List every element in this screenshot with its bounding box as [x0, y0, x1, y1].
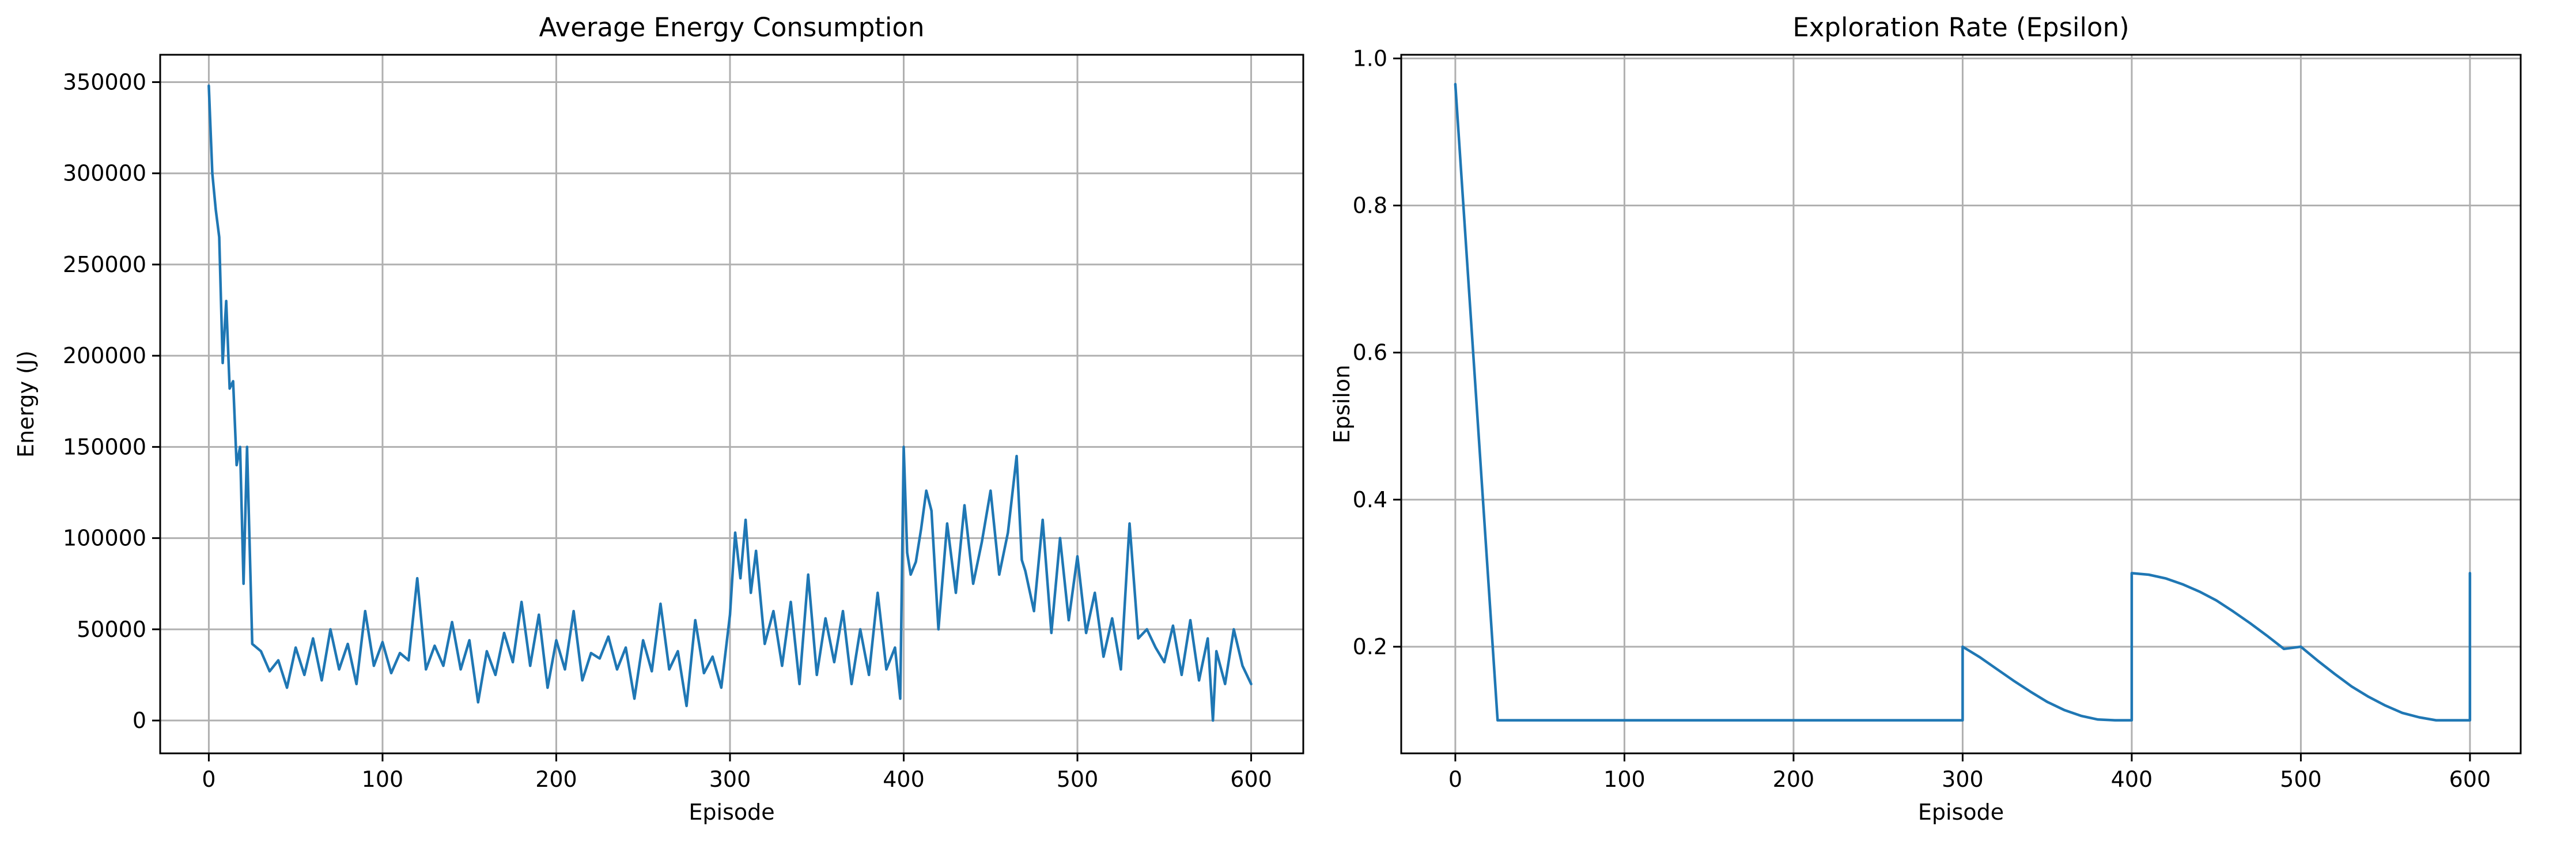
epsilon-y-tick-label: 0.4: [1353, 487, 1387, 512]
energy-axes-frame: [159, 54, 1304, 755]
epsilon-x-axis-label: Episode: [1918, 799, 2004, 825]
energy-series-line: [207, 84, 1253, 722]
energy-y-tick-label: 200000: [63, 343, 146, 368]
energy-x-axis-label: Episode: [689, 799, 774, 825]
epsilon-chart: 0 100 200 300 400 500 600 0.2 0.4 0.6 0.8 1.0 Explor…: [1329, 12, 2522, 825]
energy-y-tick-label: 250000: [63, 252, 146, 277]
epsilon-x-tick-label: 500: [2280, 767, 2322, 792]
energy-y-tick-label: 300000: [63, 161, 146, 186]
epsilon-x-tick-label: 0: [1448, 767, 1462, 792]
epsilon-y-tick-label: 0.8: [1353, 193, 1387, 218]
energy-y-tick-label: 100000: [63, 526, 146, 551]
energy-x-tick-label: 400: [883, 767, 925, 792]
epsilon-y-tick-label: 1.0: [1353, 46, 1387, 71]
energy-y-axis-label: Energy (J): [13, 350, 39, 458]
energy-y-tick-label: 0: [133, 708, 146, 733]
epsilon-x-tick-label: 300: [1942, 767, 1984, 792]
epsilon-y-tick-label: 0.2: [1353, 634, 1387, 659]
epsilon-plot-area: [1401, 55, 2521, 753]
energy-x-tick-label: 500: [1057, 767, 1099, 792]
energy-y-tick-label: 350000: [63, 69, 146, 95]
energy-y-tick-label: 50000: [77, 617, 146, 642]
energy-y-tick-label: 150000: [63, 434, 146, 459]
epsilon-x-tick-label: 200: [1773, 767, 1815, 792]
epsilon-chart-title: Exploration Rate (Epsilon): [1792, 12, 2129, 43]
epsilon-series-line: [1454, 82, 2472, 722]
epsilon-y-tick-label: 0.6: [1353, 340, 1387, 365]
epsilon-x-tick-label: 600: [2449, 767, 2491, 792]
energy-x-tick-label: 300: [709, 767, 751, 792]
energy-x-tick-label: 0: [202, 767, 215, 792]
energy-x-tick-label: 100: [362, 767, 404, 792]
epsilon-x-tick-label: 400: [2111, 767, 2153, 792]
energy-x-tick-label: 600: [1230, 767, 1272, 792]
energy-x-tick-label: 200: [535, 767, 577, 792]
energy-chart: 0 100 200 300 400 500 600 0 50000 100000 150000 200…: [13, 12, 1304, 825]
energy-chart-title: Average Energy Consumption: [539, 12, 925, 43]
epsilon-axes-frame: [1400, 54, 2522, 755]
epsilon-y-axis-label: Epsilon: [1329, 365, 1355, 443]
energy-plot-area: [160, 55, 1303, 753]
epsilon-x-tick-label: 100: [1603, 767, 1646, 792]
